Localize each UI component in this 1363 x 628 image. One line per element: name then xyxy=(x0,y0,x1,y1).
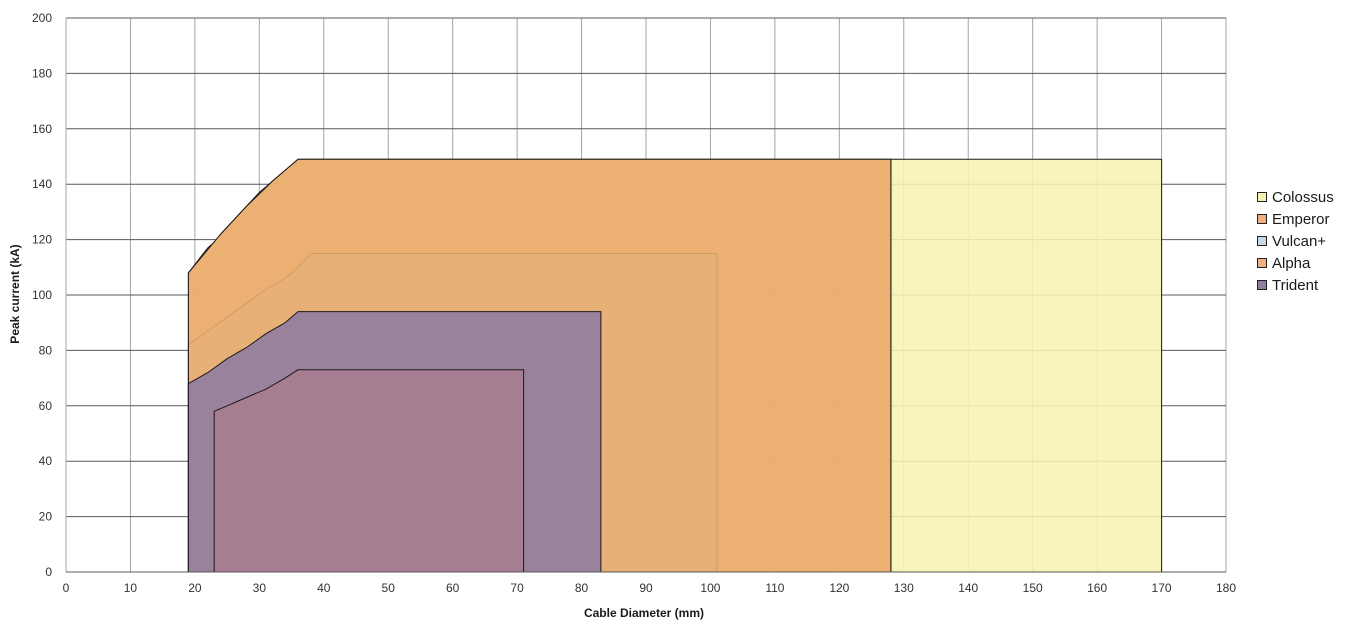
y-tick-label: 60 xyxy=(39,399,53,413)
legend-swatch xyxy=(1257,236,1267,246)
x-tick-label: 120 xyxy=(829,581,849,595)
x-tick-label: 30 xyxy=(253,581,267,595)
legend-swatch xyxy=(1257,214,1267,224)
legend: Colossus Emperor Vulcan+ Alpha Trident xyxy=(1257,186,1334,296)
series-area-unnamed xyxy=(213,369,525,573)
x-tick-label: 100 xyxy=(700,581,720,595)
x-tick-label: 50 xyxy=(382,581,396,595)
x-tick-label: 130 xyxy=(894,581,914,595)
y-tick-label: 200 xyxy=(32,11,52,25)
x-tick-label: 20 xyxy=(188,581,202,595)
y-tick-label: 160 xyxy=(32,122,52,136)
legend-label: Vulcan+ xyxy=(1272,232,1327,250)
x-tick-label: 180 xyxy=(1216,581,1236,595)
x-tick-label: 90 xyxy=(639,581,653,595)
legend-item-alpha: Alpha xyxy=(1257,252,1334,274)
y-tick-label: 20 xyxy=(39,510,53,524)
legend-swatch xyxy=(1257,280,1267,290)
series-area-colossus xyxy=(890,158,1163,573)
legend-swatch xyxy=(1257,192,1267,202)
legend-item-trident: Trident xyxy=(1257,274,1334,296)
legend-item-emperor: Emperor xyxy=(1257,208,1334,230)
y-tick-label: 0 xyxy=(45,565,52,579)
x-tick-label: 160 xyxy=(1087,581,1107,595)
area-layer xyxy=(187,158,1163,573)
x-tick-label: 70 xyxy=(510,581,524,595)
x-tick-label: 80 xyxy=(575,581,589,595)
legend-item-colossus: Colossus xyxy=(1257,186,1334,208)
y-tick-label: 180 xyxy=(32,66,52,80)
y-tick-label: 140 xyxy=(32,177,52,191)
axis-layer: 0 10 20 30 40 50 60 70 80 90 100 110 120 130 140 150 160… xyxy=(32,11,1236,595)
y-tick-label: 100 xyxy=(32,288,52,302)
y-tick-label: 80 xyxy=(39,343,53,357)
x-tick-label: 40 xyxy=(317,581,331,595)
y-tick-label: 120 xyxy=(32,233,52,247)
x-tick-label: 140 xyxy=(958,581,978,595)
legend-item-vulcan: Vulcan+ xyxy=(1257,230,1334,252)
legend-label: Alpha xyxy=(1272,254,1311,272)
x-tick-label: 10 xyxy=(124,581,138,595)
x-tick-label: 170 xyxy=(1152,581,1172,595)
x-tick-label: 0 xyxy=(63,581,70,595)
x-axis-title: Cable Diameter (mm) xyxy=(584,606,704,620)
legend-label: Emperor xyxy=(1272,210,1330,228)
legend-label: Trident xyxy=(1272,276,1319,294)
y-axis-title: Peak current (kA) xyxy=(8,244,22,343)
legend-label: Colossus xyxy=(1272,188,1334,206)
x-tick-label: 60 xyxy=(446,581,460,595)
x-tick-label: 110 xyxy=(765,581,784,595)
x-tick-label: 150 xyxy=(1023,581,1043,595)
y-tick-label: 40 xyxy=(39,454,53,468)
legend-swatch xyxy=(1257,258,1267,268)
